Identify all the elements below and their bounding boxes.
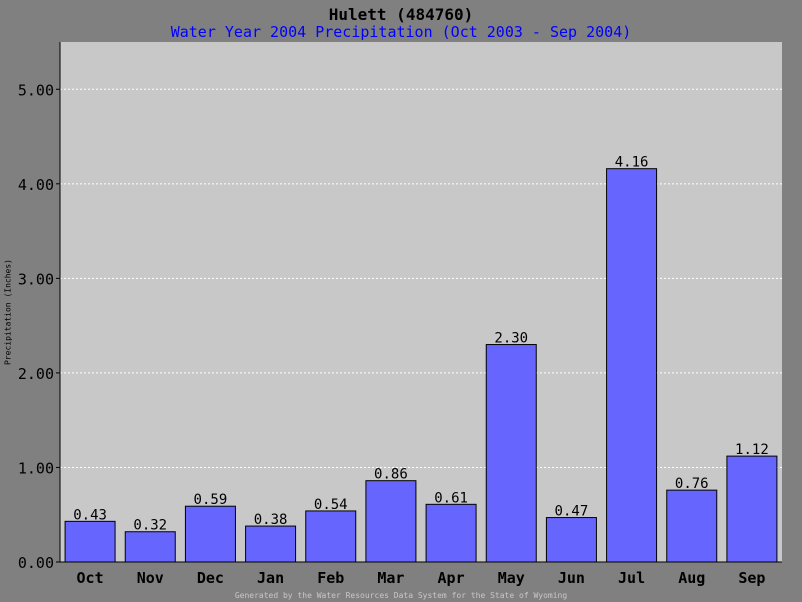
- bar-jul: [606, 168, 658, 563]
- bar-feb: [305, 510, 357, 563]
- bar-value-label: 0.76: [675, 476, 709, 492]
- bar-value-label: 1.12: [735, 442, 769, 458]
- bar-may: [485, 344, 537, 563]
- bar-oct: [64, 520, 116, 563]
- bar-dec: [184, 505, 236, 563]
- bar-sep: [726, 455, 778, 563]
- bar-mar: [365, 480, 417, 563]
- x-tick-label: Apr: [438, 569, 465, 587]
- bar-value-label: 0.61: [434, 490, 468, 506]
- x-tick-label: Sep: [738, 569, 765, 587]
- x-tick-label: Nov: [137, 569, 164, 587]
- x-tick-label: Aug: [678, 569, 705, 587]
- bar-value-label: 0.38: [254, 512, 288, 528]
- x-tick-label: Oct: [77, 569, 104, 587]
- bar-value-label: 0.47: [555, 504, 589, 520]
- y-tick-label: 4.00: [18, 176, 54, 194]
- chart-title: Hulett (484760): [328, 5, 474, 24]
- x-tick-label: Dec: [197, 569, 224, 587]
- x-tick-label: Jul: [618, 569, 645, 587]
- bar-nov: [124, 531, 176, 563]
- x-tick-label: Jan: [257, 569, 284, 587]
- x-tick-label: May: [498, 569, 525, 587]
- y-tick-label: 5.00: [18, 81, 54, 99]
- bar-value-label: 0.32: [133, 518, 167, 534]
- bar-value-label: 0.86: [374, 467, 408, 483]
- bar-value-label: 4.16: [615, 155, 649, 171]
- y-tick-label: 0.00: [18, 554, 54, 572]
- bar-aug: [666, 489, 718, 563]
- x-tick-label: Mar: [377, 569, 404, 587]
- plot-area: [60, 42, 782, 562]
- bar-value-label: 2.30: [494, 331, 528, 347]
- bar-jun: [545, 517, 597, 563]
- x-tick-label: Feb: [317, 569, 344, 587]
- y-tick-label: 3.00: [18, 270, 54, 288]
- y-tick-label: 2.00: [18, 365, 54, 383]
- bar-value-label: 0.59: [194, 492, 228, 508]
- bar-jan: [245, 525, 297, 563]
- chart-subtitle: Water Year 2004 Precipitation (Oct 2003 …: [170, 23, 632, 41]
- x-tick-label: Jun: [558, 569, 585, 587]
- bar-value-label: 0.54: [314, 497, 348, 513]
- footer-credit: Generated by the Water Resources Data Sy…: [234, 591, 568, 600]
- y-tick-label: 1.00: [18, 459, 54, 477]
- bar-value-label: 0.43: [73, 507, 107, 523]
- bar-apr: [425, 503, 477, 563]
